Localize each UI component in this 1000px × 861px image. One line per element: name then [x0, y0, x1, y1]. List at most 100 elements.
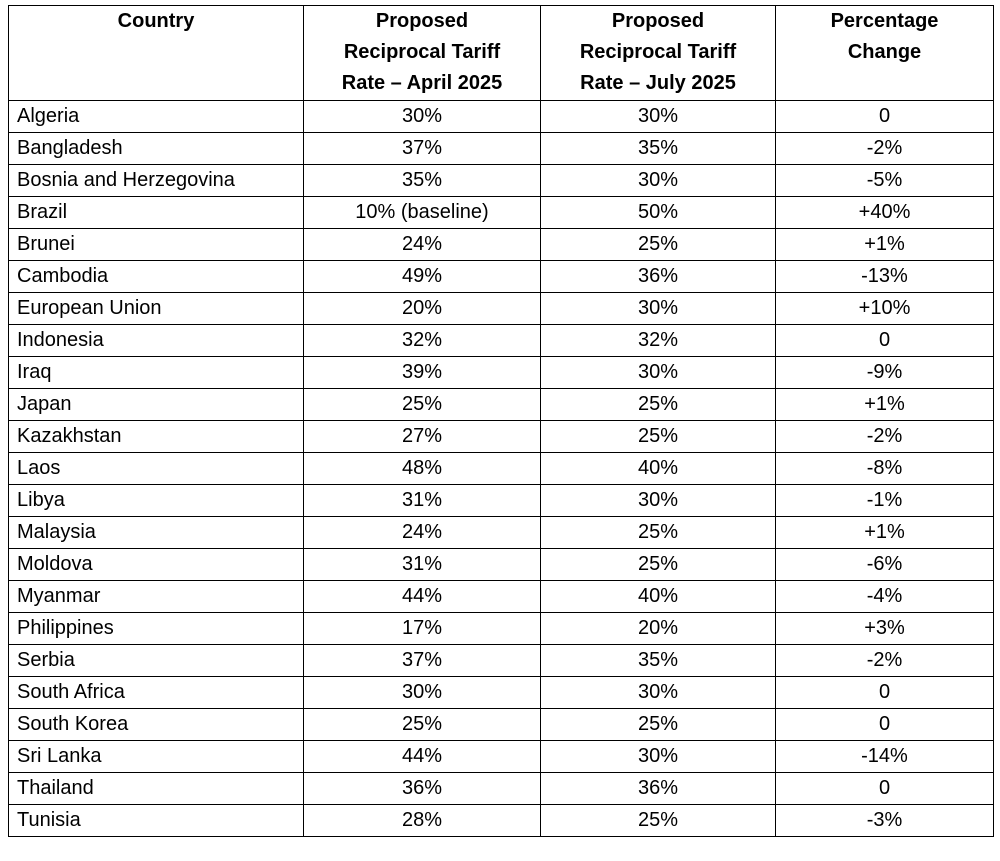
value-cell: 25%	[540, 420, 776, 453]
country-cell: Brunei	[8, 228, 304, 261]
table-row: Libya 31% 30% -1%	[8, 484, 994, 517]
country-cell: Myanmar	[8, 580, 304, 613]
value-cell: 44%	[303, 580, 541, 613]
value-cell: 36%	[540, 260, 776, 293]
value-cell: -8%	[775, 452, 994, 485]
header-text: Rate – July 2025	[580, 72, 736, 94]
value-cell: 25%	[540, 228, 776, 261]
country-cell: South Africa	[8, 676, 304, 709]
value-cell: 30%	[540, 164, 776, 197]
value-cell: 40%	[540, 452, 776, 485]
table-row: Indonesia 32% 32% 0	[8, 324, 994, 357]
table-body: Algeria 30% 30% 0 Bangladesh 37% 35% -2% Bosnia …	[8, 100, 994, 837]
value-cell: -2%	[775, 420, 994, 453]
value-cell: 31%	[303, 484, 541, 517]
value-cell: 30%	[540, 484, 776, 517]
country-cell: Serbia	[8, 644, 304, 677]
table-row: Algeria 30% 30% 0	[8, 100, 994, 133]
value-cell: -13%	[775, 260, 994, 293]
table-row: South Korea 25% 25% 0	[8, 708, 994, 741]
value-cell: 30%	[540, 740, 776, 773]
value-cell: 25%	[303, 388, 541, 421]
country-cell: Libya	[8, 484, 304, 517]
table-row: Laos 48% 40% -8%	[8, 452, 994, 485]
value-cell: 44%	[303, 740, 541, 773]
table-row: Kazakhstan 27% 25% -2%	[8, 420, 994, 453]
value-cell: +1%	[775, 516, 994, 549]
header-text: Reciprocal Tariff	[343, 41, 501, 63]
value-cell: 0	[775, 772, 994, 805]
table-row: Bosnia and Herzegovina 35% 30% -5%	[8, 164, 994, 197]
country-cell: Philippines	[8, 612, 304, 645]
table-row: Tunisia 28% 25% -3%	[8, 804, 994, 837]
header-text: Change	[847, 41, 922, 63]
country-cell: Brazil	[8, 196, 304, 229]
value-cell: 24%	[303, 228, 541, 261]
value-cell: +3%	[775, 612, 994, 645]
table-row: European Union 20% 30% +10%	[8, 292, 994, 325]
value-cell: 49%	[303, 260, 541, 293]
value-cell: 48%	[303, 452, 541, 485]
value-cell: 30%	[540, 292, 776, 325]
header-cell: Percentage Change	[775, 5, 994, 101]
value-cell: -14%	[775, 740, 994, 773]
value-cell: 24%	[303, 516, 541, 549]
value-cell: +10%	[775, 292, 994, 325]
value-cell: -4%	[775, 580, 994, 613]
value-cell: 37%	[303, 644, 541, 677]
value-cell: 0	[775, 324, 994, 357]
value-cell: 20%	[540, 612, 776, 645]
value-cell: 30%	[303, 100, 541, 133]
table-row: Serbia 37% 35% -2%	[8, 644, 994, 677]
value-cell: 32%	[303, 324, 541, 357]
value-cell: 0	[775, 676, 994, 709]
value-cell: -1%	[775, 484, 994, 517]
country-cell: Moldova	[8, 548, 304, 581]
value-cell: 20%	[303, 292, 541, 325]
value-cell: -2%	[775, 644, 994, 677]
value-cell: 35%	[540, 644, 776, 677]
value-cell: 28%	[303, 804, 541, 837]
country-cell: European Union	[8, 292, 304, 325]
value-cell: 0	[775, 100, 994, 133]
value-cell: 30%	[303, 676, 541, 709]
table-row: Brunei 24% 25% +1%	[8, 228, 994, 261]
value-cell: -6%	[775, 548, 994, 581]
value-cell: -5%	[775, 164, 994, 197]
value-cell: -2%	[775, 132, 994, 165]
value-cell: 50%	[540, 196, 776, 229]
value-cell: 30%	[540, 100, 776, 133]
value-cell: 32%	[540, 324, 776, 357]
value-cell: 25%	[540, 388, 776, 421]
value-cell: 36%	[540, 772, 776, 805]
country-cell: South Korea	[8, 708, 304, 741]
value-cell: +1%	[775, 388, 994, 421]
value-cell: 27%	[303, 420, 541, 453]
country-cell: Japan	[8, 388, 304, 421]
country-cell: Tunisia	[8, 804, 304, 837]
value-cell: 25%	[540, 708, 776, 741]
table-row: Philippines 17% 20% +3%	[8, 612, 994, 645]
value-cell: 10% (baseline)	[303, 196, 541, 229]
header-text: Rate – April 2025	[341, 72, 503, 94]
country-cell: Iraq	[8, 356, 304, 389]
table-row: Bangladesh 37% 35% -2%	[8, 132, 994, 165]
value-cell: 25%	[540, 804, 776, 837]
tariff-table: Country Proposed Reciprocal Tariff Rate – A…	[8, 5, 994, 837]
country-cell: Cambodia	[8, 260, 304, 293]
value-cell: 30%	[540, 676, 776, 709]
country-cell: Malaysia	[8, 516, 304, 549]
header-cell: Proposed Reciprocal Tariff Rate – April 20…	[303, 5, 541, 101]
table-row: Cambodia 49% 36% -13%	[8, 260, 994, 293]
header-text: Proposed	[611, 10, 705, 32]
country-cell: Kazakhstan	[8, 420, 304, 453]
table-row: Thailand 36% 36% 0	[8, 772, 994, 805]
value-cell: -9%	[775, 356, 994, 389]
table-row: South Africa 30% 30% 0	[8, 676, 994, 709]
table-row: Myanmar 44% 40% -4%	[8, 580, 994, 613]
header-text: Country	[117, 10, 195, 32]
value-cell: 40%	[540, 580, 776, 613]
value-cell: 31%	[303, 548, 541, 581]
value-cell: 25%	[540, 516, 776, 549]
